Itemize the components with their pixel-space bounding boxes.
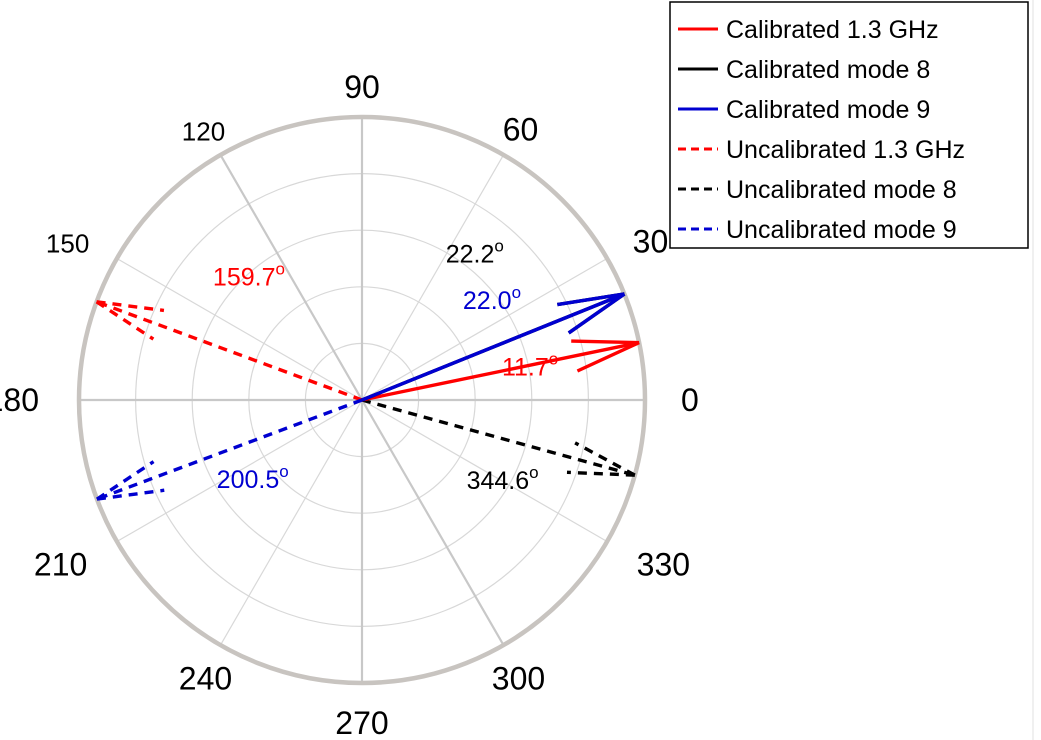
legend-label-5: Uncalibrated mode 9: [726, 216, 957, 244]
tick-label-30: 30: [633, 224, 669, 260]
tick-label-180: 180: [0, 382, 39, 418]
arrow-head: [571, 339, 640, 345]
legend-label-0: Calibrated 1.3 GHz: [726, 16, 939, 44]
outer-circle: [76, 114, 648, 686]
tick-label-300: 300: [492, 661, 545, 697]
arrow-head: [96, 300, 165, 313]
legend-label-2: Calibrated mode 9: [726, 96, 930, 124]
arrow-head: [566, 470, 635, 477]
series-arrow-5: [95, 398, 363, 501]
annotation-4: 344.6o: [467, 463, 539, 495]
arrow-shaft: [361, 398, 636, 477]
annotation-3: 159.7o: [213, 260, 285, 292]
arrow-head: [567, 292, 626, 335]
arrow-head: [95, 300, 155, 341]
annotation-value: 200.5: [217, 466, 280, 494]
annotation-value: 11.7: [502, 354, 549, 382]
annotation-value: 344.6: [467, 467, 530, 495]
arrow-head: [96, 488, 165, 501]
arrow-shaft: [361, 340, 640, 402]
tick-label-210: 210: [34, 547, 87, 583]
annotation-2: 22.0o: [463, 283, 521, 315]
right-edge-rule: [1032, 0, 1034, 740]
annotation-value: 22.2: [446, 241, 495, 269]
series-arrow-0: [361, 339, 640, 402]
annotation-degree: o: [549, 350, 558, 369]
tick-label-0: 0: [681, 382, 699, 418]
tick-label-150: 150: [46, 229, 89, 259]
legend-box: [669, 1, 1029, 249]
tick-label-90: 90: [344, 69, 380, 105]
legend-label-3: Uncalibrated 1.3 GHz: [726, 136, 965, 164]
series-arrows: [95, 292, 640, 501]
arrow-head: [95, 460, 155, 501]
annotation-value: 22.0: [463, 287, 512, 315]
arrow-head: [576, 341, 640, 373]
tick-label-240: 240: [179, 661, 232, 697]
arrow-shaft: [361, 292, 626, 402]
annotation-degree: o: [279, 462, 288, 481]
tick-label-270: 270: [335, 705, 388, 740]
angle-tick-labels: 0 30 60 90 120 150 180 210 240 270 300 330: [0, 69, 699, 740]
annotation-value: 159.7: [213, 264, 276, 292]
legend-label-1: Calibrated mode 8: [726, 56, 930, 84]
tick-label-120: 120: [182, 116, 225, 146]
annotation-0: 11.7o: [502, 350, 558, 382]
annotation-degree: o: [512, 283, 521, 302]
arrow-head: [557, 292, 625, 307]
series-arrow-3: [95, 300, 363, 402]
annotation-1: 22.2o: [446, 237, 504, 269]
annotation-5: 200.5o: [217, 462, 289, 494]
annotation-degree: o: [275, 260, 284, 279]
annotation-degree: o: [494, 237, 503, 256]
series-arrow-2: [361, 292, 626, 402]
tick-label-330: 330: [637, 547, 690, 583]
annotation-degree: o: [529, 463, 538, 482]
legend-label-4: Uncalibrated mode 8: [726, 176, 957, 204]
tick-label-60: 60: [503, 111, 539, 147]
arrow-head: [574, 441, 636, 477]
legend: Calibrated 1.3 GHz Calibrated mode 8 Calib…: [669, 1, 1029, 249]
series-arrow-4: [361, 398, 636, 477]
